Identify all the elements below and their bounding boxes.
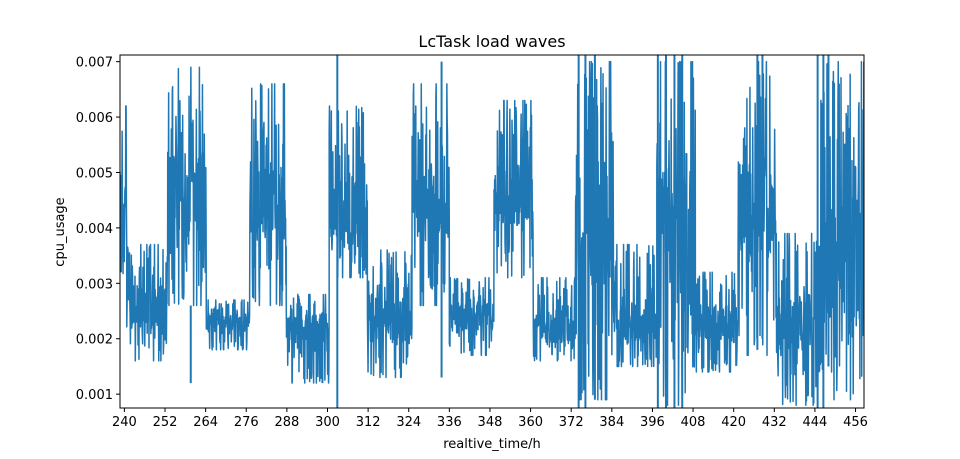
x-tick-label: 396 xyxy=(640,415,665,430)
x-tick-label: 276 xyxy=(234,415,259,430)
x-tick-label: 264 xyxy=(193,415,218,430)
x-tick-label: 432 xyxy=(762,415,787,430)
series-line xyxy=(120,60,864,406)
y-tick-label: 0.005 xyxy=(76,166,113,181)
x-tick-label: 240 xyxy=(112,415,137,430)
y-tick-label: 0.002 xyxy=(76,333,113,348)
x-tick-label: 252 xyxy=(153,415,178,430)
x-tick-label: 456 xyxy=(843,415,868,430)
x-tick-label: 408 xyxy=(681,415,706,430)
y-tick-label: 0.004 xyxy=(76,222,113,237)
y-axis-label: cpu_usage xyxy=(53,197,68,266)
y-tick-label: 0.003 xyxy=(76,277,113,292)
x-tick-label: 336 xyxy=(437,415,462,430)
x-tick-label: 324 xyxy=(396,415,421,430)
x-tick-label: 372 xyxy=(559,415,584,430)
plot-frame xyxy=(119,54,865,409)
x-tick-label: 300 xyxy=(315,415,340,430)
y-axis: 0.001 0.002 0.003 0.004 0.005 0.006 0.007 xyxy=(76,56,120,403)
x-axis: 240 252 264 276 288 300 312 324 336 348 360 372 384 3… xyxy=(112,408,868,430)
x-tick-label: 288 xyxy=(274,415,299,430)
y-tick-label: 0.006 xyxy=(76,111,113,126)
x-tick-label: 444 xyxy=(803,415,828,430)
chart-title: LcTask load waves xyxy=(418,32,565,51)
x-tick-label: 360 xyxy=(518,415,543,430)
y-tick-label: 0.007 xyxy=(76,56,113,71)
series-layer xyxy=(120,55,864,408)
x-tick-label: 384 xyxy=(599,415,624,430)
x-tick-label: 420 xyxy=(721,415,746,430)
x-tick-label: 312 xyxy=(356,415,381,430)
x-axis-label: realtive_time/h xyxy=(443,437,541,452)
x-tick-label: 348 xyxy=(478,415,503,430)
y-tick-label: 0.001 xyxy=(76,388,113,403)
